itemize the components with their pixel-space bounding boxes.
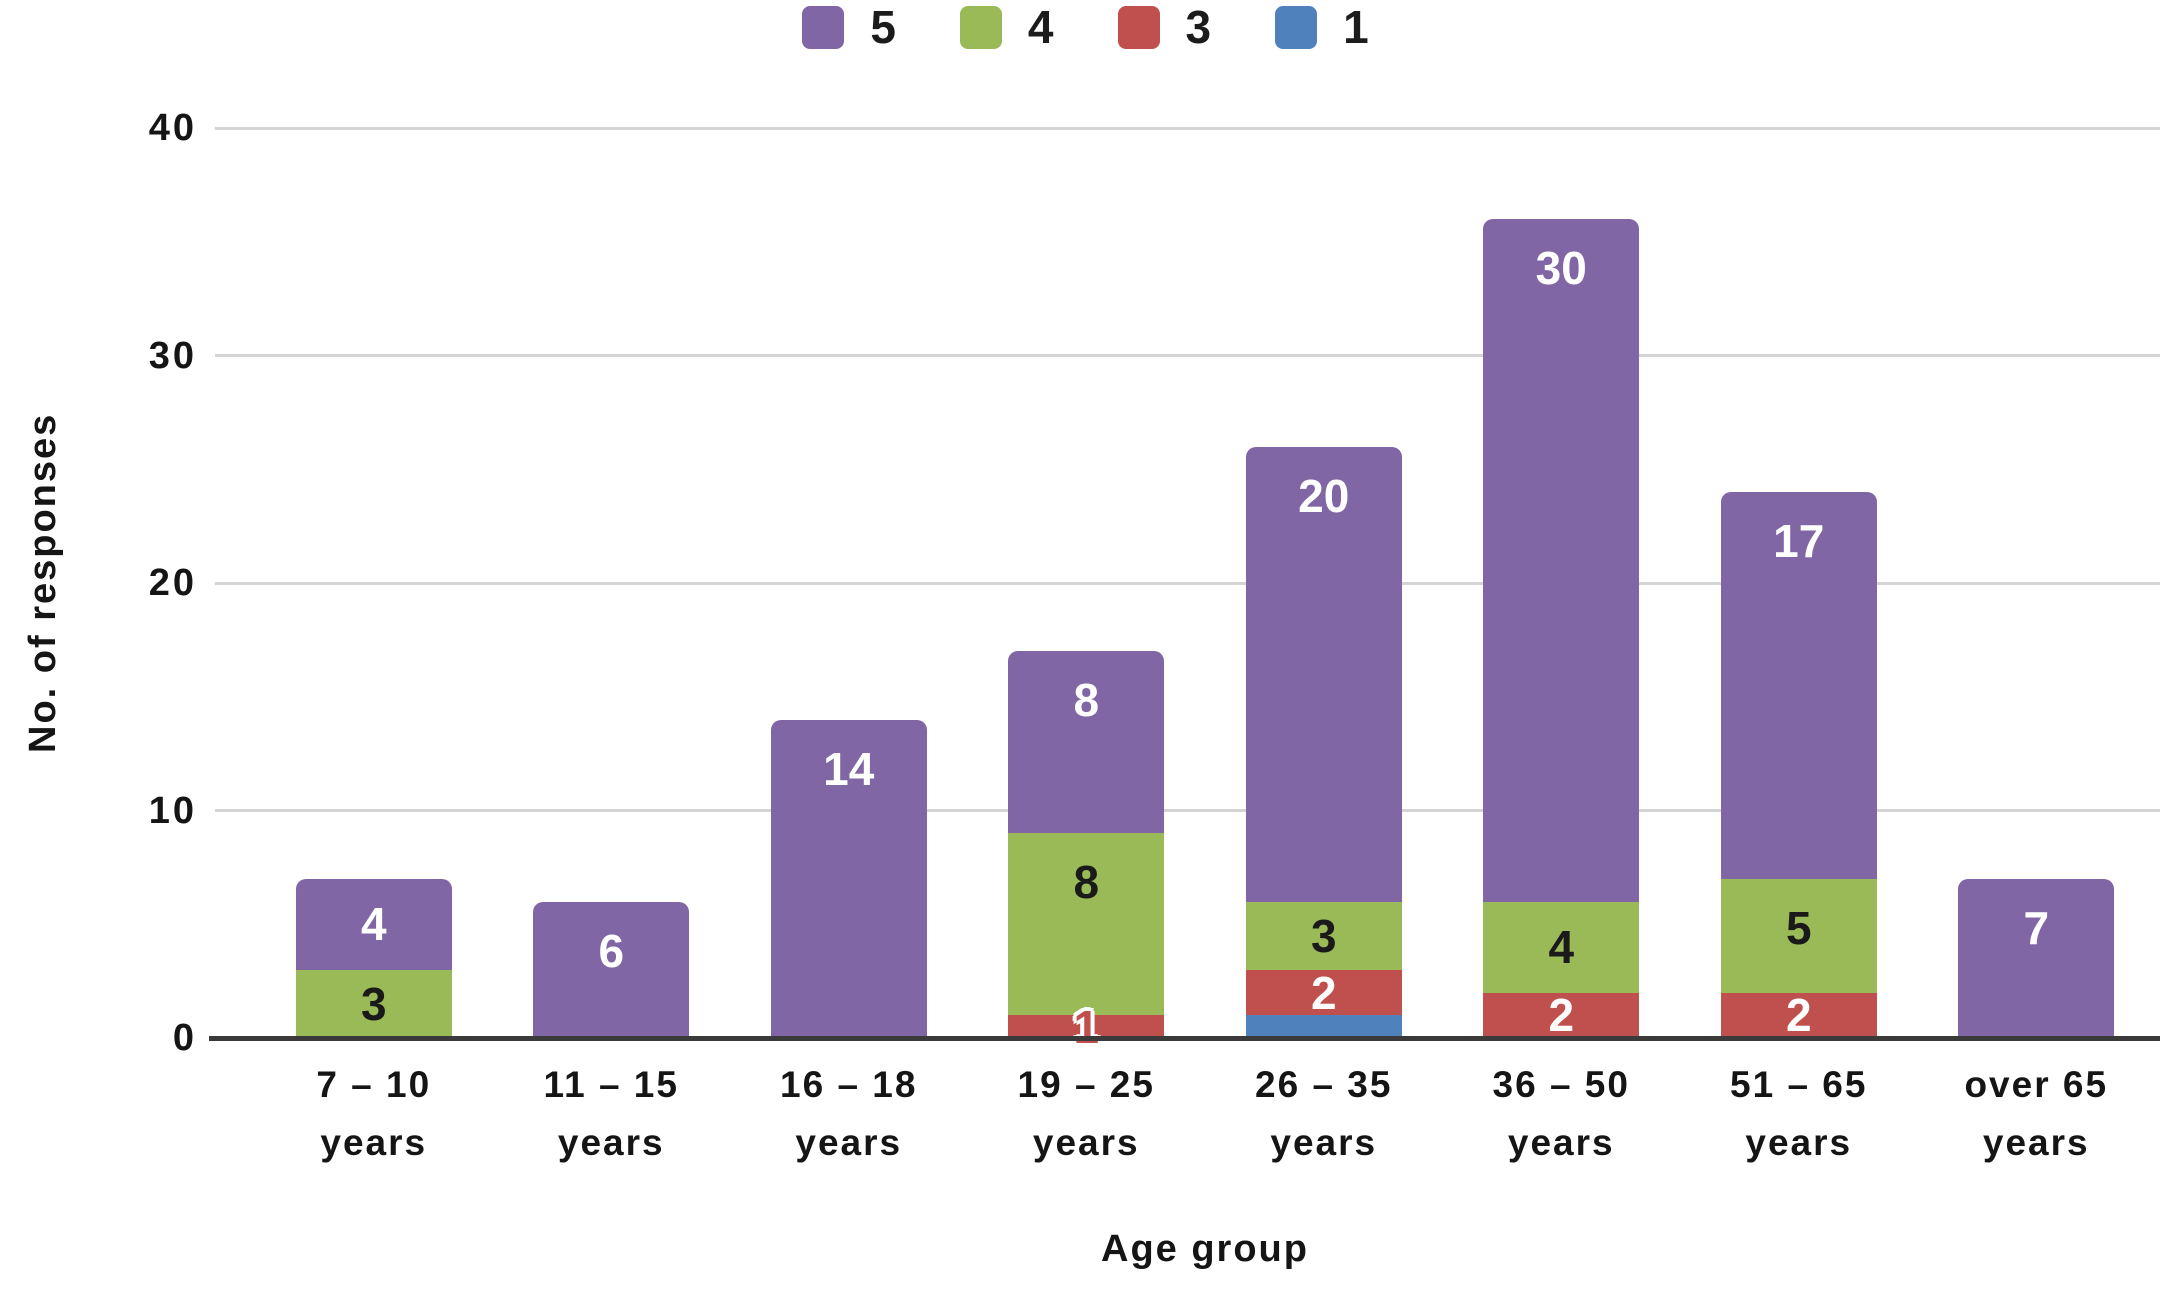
x-tick-line1: 36 – 50 [1492,1064,1630,1105]
segment-label: 2 [1310,966,1337,1019]
x-tick-label: 51 – 65 years [1680,1056,1918,1172]
x-tick-line2: years [320,1122,428,1163]
x-tick-line2: years [557,1122,665,1163]
bar-segment: 3 [295,969,452,1038]
segment-label: 3 [360,977,387,1030]
legend-swatch [1117,5,1160,49]
bar-column: 2 5 17 [1680,128,1918,1038]
bar-column: 7 [1918,128,2156,1038]
y-tick-label: 20 [148,562,197,604]
y-tick-label: 10 [148,789,197,832]
bar-segment: 6 [533,901,690,1038]
legend-item: 3 [1117,1,1212,53]
bar-segment: 30 [1483,219,1640,902]
segment-label: 3 [1310,909,1337,962]
legend-label: 3 [1185,1,1212,53]
bar-segment: 4 [295,878,452,970]
legend-swatch [959,5,1002,49]
x-tick-label: over 65 years [1918,1056,2156,1172]
x-tick-line1: 26 – 35 [1255,1064,1393,1105]
x-tick-label: 26 – 35 years [1205,1056,1443,1172]
bar-segment: 2 [1483,989,1640,1042]
x-tick-line2: years [1270,1122,1378,1163]
legend-item: 1 [1275,4,1369,50]
bar-segment: 7 [1958,878,2115,1038]
x-tick-line1: 16 – 18 [780,1064,918,1105]
legend-item: 5 [802,4,896,50]
bar-segment: 14 [770,719,927,1038]
legend-swatch [1275,5,1318,49]
segment-label: 2 [1548,989,1575,1042]
bar-segment: 20 [1245,446,1402,902]
legend-label: 5 [870,1,896,53]
x-axis-title: Age group [1101,1228,1309,1270]
chart-legend: 5 4 3 1 [0,4,2171,50]
bar-column: 6 [493,128,731,1038]
segment-label: 4 [1548,921,1575,973]
bar-segment: 5 [1720,878,1877,993]
x-tick-line2: years [1032,1122,1140,1163]
x-tick-line1: over 65 [1964,1064,2109,1105]
bar-segment: 1 [1008,1004,1165,1050]
legend-label: 1 [1343,1,1369,53]
segment-label: 30 [1535,242,1587,294]
segment-label: 14 [823,742,875,795]
y-tick-label: 0 [172,1017,197,1059]
gridline [215,126,2160,130]
segment-label: 2 [1785,989,1812,1042]
segment-label: 5 [1785,901,1812,954]
x-tick-label: 7 – 10 years [255,1056,493,1172]
x-tick-label: 11 – 15 years [493,1056,731,1172]
bar-segment: 17 [1720,492,1877,879]
segment-label: 4 [360,898,387,951]
segment-label: 17 [1773,515,1825,567]
x-tick-label: 19 – 25 years [968,1056,1206,1172]
bar-segment: 3 [1245,901,1402,970]
x-tick-line2: years [1982,1122,2090,1163]
x-tick-line2: years [1745,1122,1853,1163]
segment-label: 8 [1073,674,1100,727]
y-tick-label: 30 [148,334,197,377]
x-tick-label: 36 – 50 years [1443,1056,1681,1172]
bar-segment: 8 [1008,833,1165,1016]
bar-segment: 2 [1720,989,1877,1042]
bar-segment: 2 [1245,966,1402,1019]
bar-column: 14 [730,128,968,1038]
gridline [215,809,2160,812]
legend-label: 4 [1027,1,1054,53]
bar-segment [1245,1015,1402,1038]
x-tick-line2: years [1507,1122,1615,1163]
legend-swatch [802,5,845,49]
bars-container: 3 4 6 14 1 8 8 2 3 20 2 4 30 2 5 17 7 [255,128,2156,1050]
bar-column: 2 3 20 [1205,128,1443,1038]
gridline [215,581,2160,585]
x-axis-labels: 7 – 10 years 11 – 15 years 16 – 18 years 19 – … [255,1056,2155,1172]
x-tick-line1: 11 – 15 [543,1064,679,1105]
x-tick-label: 16 – 18 years [730,1056,968,1172]
segment-label: 8 [1073,856,1100,909]
plot-area: 3 4 6 14 1 8 8 2 3 20 2 4 30 2 5 17 7 [209,126,2160,1050]
bar-segment: 4 [1483,901,1640,993]
bar-segment: 8 [1008,651,1165,834]
segment-label: 7 [2023,901,2050,954]
segment-label: 20 [1298,469,1350,522]
y-axis-ticks: 0 10 20 30 40 [0,109,197,1057]
x-tick-line1: 19 – 25 [1017,1064,1155,1105]
gridline [215,354,2160,357]
x-tick-line1: 51 – 65 [1730,1064,1868,1105]
x-tick-line1: 7 – 10 [316,1064,432,1105]
y-tick-label: 40 [148,107,197,149]
bar-column: 2 4 30 [1443,128,1681,1038]
segment-label: 6 [598,924,625,977]
bar-column: 1 8 8 [968,128,1206,1050]
legend-item: 4 [959,1,1054,53]
x-tick-line2: years [795,1122,903,1163]
x-axis-line [209,1036,2160,1041]
